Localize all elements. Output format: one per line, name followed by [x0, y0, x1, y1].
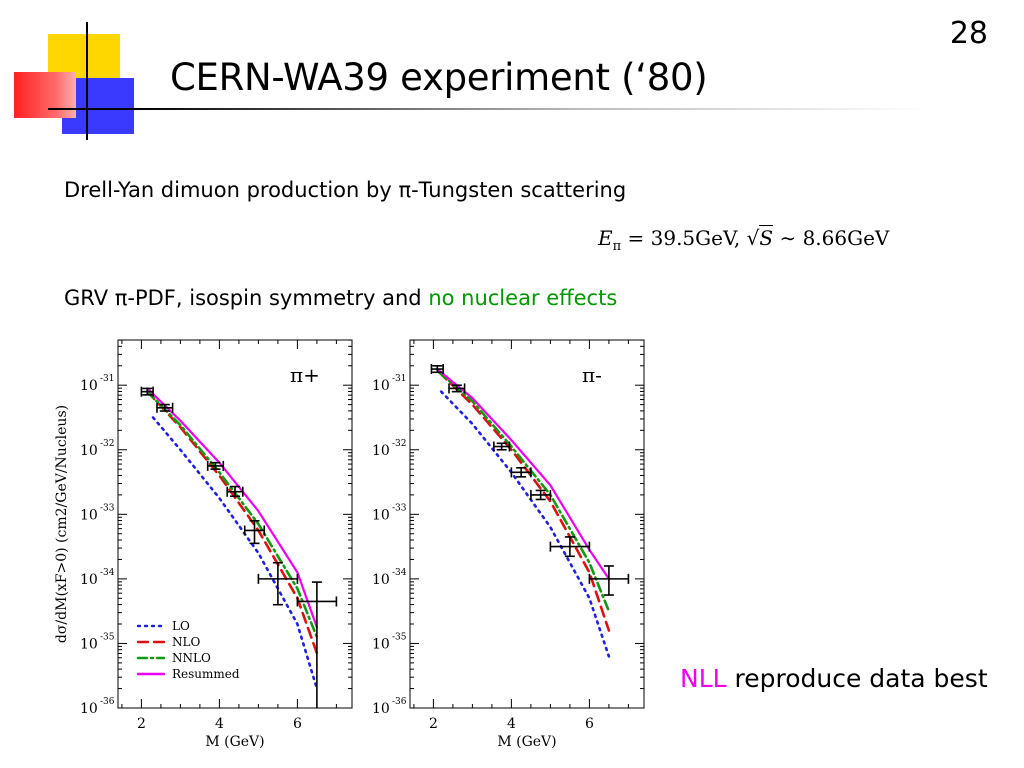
slide-subtitle: Drell-Yan dimuon production by π-Tungste…: [64, 178, 627, 202]
y-tick-exponent: -35: [100, 632, 115, 642]
data-point: [226, 485, 244, 498]
x-tick-label: 4: [215, 716, 224, 732]
series-nnlo-line: [437, 370, 611, 613]
data-point: [493, 441, 511, 452]
series-nlo-line: [437, 370, 611, 632]
pion-annotation: π-: [582, 363, 602, 387]
x-tick-label: 4: [507, 716, 516, 732]
grv-description: GRV π-PDF, isospin symmetry and no nucle…: [64, 286, 617, 310]
conclusion: NLL reproduce data best: [680, 664, 988, 693]
legend-label-nlo: NLO: [172, 635, 200, 649]
legend-label-lo: LO: [172, 619, 190, 633]
y-tick-label: 10: [80, 572, 98, 588]
legend-label-resummed: Resummed: [172, 667, 240, 681]
slide-number: 28: [949, 16, 988, 51]
y-tick-exponent: -35: [392, 632, 407, 642]
grv-text: GRV π-PDF, isospin symmetry and: [64, 286, 429, 310]
chart-legend: LO NLO NNLO Resummed: [136, 619, 240, 681]
formula-beam-energy: = 39.5GeV,: [621, 226, 747, 250]
y-tick-exponent: -34: [392, 568, 407, 578]
y-tick-exponent: -31: [100, 374, 115, 384]
data-point: [206, 460, 225, 471]
data-point: [156, 402, 174, 413]
data-point: [296, 581, 338, 708]
x-tick-label: 6: [293, 716, 302, 732]
x-axis-label: M (GeV): [497, 734, 556, 750]
pion-annotation: π+: [290, 363, 320, 387]
data-point: [430, 364, 444, 375]
data-point: [530, 489, 552, 501]
conclusion-highlight: NLL: [680, 664, 727, 693]
y-tick-label: 10: [372, 572, 390, 588]
plot-frame: [409, 339, 645, 709]
y-tick-label: 10: [372, 443, 390, 459]
y-tick-exponent: -32: [100, 439, 115, 449]
deco-red-square: [14, 72, 76, 118]
series-resummed-line: [146, 387, 318, 629]
formula-sqrt: √S: [746, 225, 774, 250]
deco-vertical-line: [86, 22, 88, 140]
x-tick-label: 6: [585, 716, 594, 732]
conclusion-text: reproduce data best: [726, 664, 988, 693]
slide-title: CERN-WA39 experiment (‘80): [170, 56, 708, 99]
y-tick-label: 10: [80, 507, 98, 523]
y-tick-label: 10: [80, 701, 98, 717]
y-tick-label: 10: [80, 443, 98, 459]
y-tick-exponent: -32: [392, 439, 407, 449]
y-tick-exponent: -34: [100, 568, 115, 578]
legend-label-nnlo: NNLO: [172, 651, 211, 665]
x-tick-label: 2: [429, 716, 438, 732]
x-tick-label: 2: [137, 716, 146, 732]
x-axis-label: M (GeV): [205, 734, 264, 750]
formula-pion-subscript: π: [612, 239, 622, 254]
y-tick-exponent: -33: [100, 503, 115, 513]
formula-energy-symbol: E: [598, 226, 613, 250]
title-underline: [48, 108, 928, 110]
series-resummed-line: [436, 367, 611, 580]
y-tick-label: 10: [372, 636, 390, 652]
data-point: [243, 519, 266, 545]
y-tick-label: 10: [372, 701, 390, 717]
y-tick-exponent: -36: [100, 697, 115, 707]
data-point: [549, 536, 591, 558]
series-lo-line: [151, 416, 319, 690]
y-tick-exponent: -36: [392, 697, 407, 707]
series-nnlo-line: [146, 390, 319, 639]
formula-sqrt-arg: S: [759, 225, 774, 250]
data-point: [510, 467, 532, 478]
y-tick-label: 10: [372, 507, 390, 523]
data-point: [257, 561, 299, 606]
energy-formula: Eπ = 39.5GeV, √S ∼ 8.66GeV: [598, 225, 890, 254]
data-point: [448, 383, 466, 394]
formula-cm-energy: ∼ 8.66GeV: [773, 226, 890, 250]
data-point: [140, 386, 154, 397]
y-tick-label: 10: [80, 636, 98, 652]
y-axis-label: dσ/dM(xF>0) (cm2/GeV/Nucleus): [54, 405, 70, 643]
y-tick-exponent: -33: [392, 503, 407, 513]
y-tick-exponent: -31: [392, 374, 407, 384]
series-lo-line: [439, 390, 611, 658]
y-tick-label: 10: [372, 378, 390, 394]
y-tick-label: 10: [80, 378, 98, 394]
grv-highlight: no nuclear effects: [428, 286, 618, 310]
data-point: [588, 565, 630, 596]
